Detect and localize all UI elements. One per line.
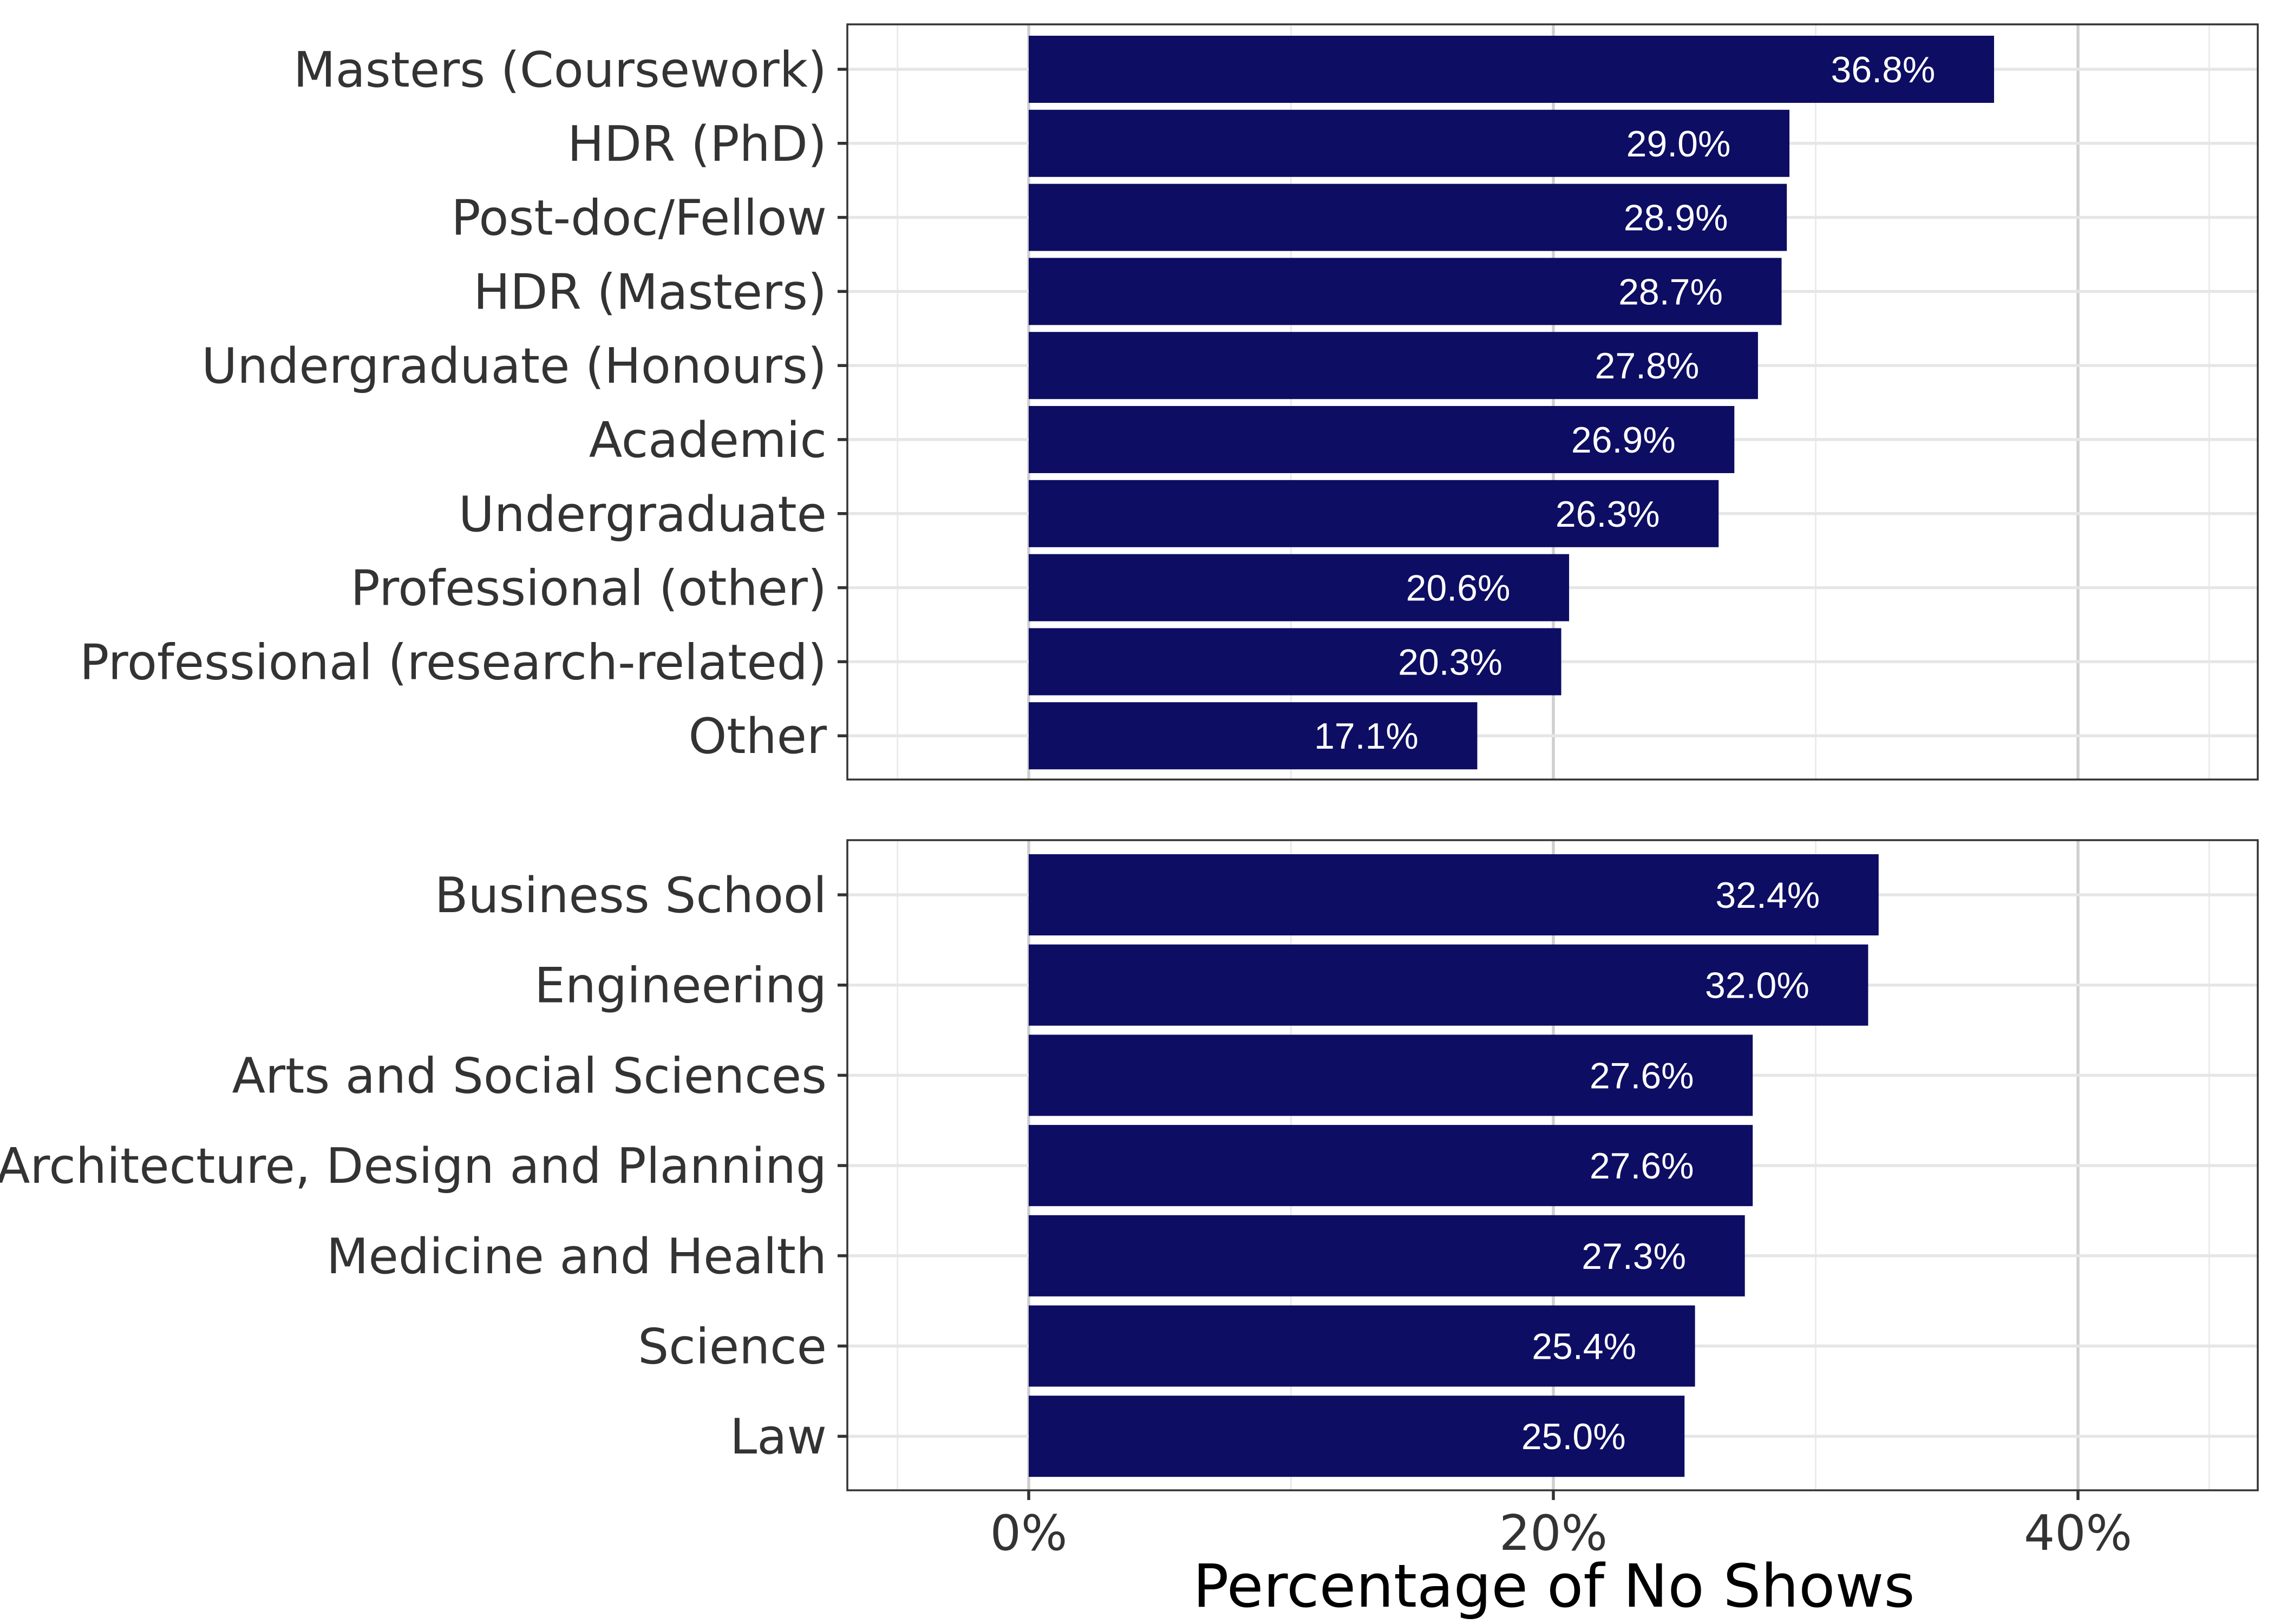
y-tick-label: Academic xyxy=(589,412,827,469)
data-label: 36.8% xyxy=(1831,49,1936,90)
data-label: 17.1% xyxy=(1314,716,1419,757)
y-tick-label: Masters (Coursework) xyxy=(293,42,827,99)
panel-faculty: 32.4% Business School 32.0% Engineering 27.6… xyxy=(0,839,2259,1491)
data-label: 20.6% xyxy=(1406,568,1511,609)
data-label: 25.0% xyxy=(1521,1416,1626,1457)
bar xyxy=(1029,258,1782,325)
bar xyxy=(1029,109,1790,177)
bar xyxy=(1029,1215,1745,1296)
y-tick-label: Science xyxy=(638,1319,827,1376)
y-tick-label: HDR (Masters) xyxy=(473,264,827,320)
y-tick-label: Professional (other) xyxy=(351,560,827,617)
bar xyxy=(1029,944,1868,1026)
bar xyxy=(1029,36,1994,103)
panel-role: 36.8% Masters (Coursework) 29.0% HDR (PhD) 2… xyxy=(80,23,2259,781)
data-label: 27.6% xyxy=(1590,1145,1694,1187)
bar xyxy=(1029,628,1561,696)
y-tick-label: Post-doc/Fellow xyxy=(451,190,827,247)
bar xyxy=(1029,1396,1685,1477)
data-label: 28.9% xyxy=(1624,198,1728,239)
data-label: 26.3% xyxy=(1556,494,1660,535)
data-label: 26.9% xyxy=(1571,420,1676,461)
data-label: 27.3% xyxy=(1582,1236,1686,1277)
bar xyxy=(1029,1034,1753,1116)
data-label: 32.0% xyxy=(1705,965,1809,1006)
y-tick-label: HDR (PhD) xyxy=(567,116,827,173)
x-tick-label: 20% xyxy=(1499,1505,1608,1562)
x-tick-label: 40% xyxy=(2024,1505,2132,1562)
bar xyxy=(1029,184,1787,251)
data-label: 25.4% xyxy=(1532,1326,1636,1367)
y-tick-label: Medicine and Health xyxy=(326,1228,827,1285)
data-label: 32.4% xyxy=(1715,875,1820,916)
y-tick-label: Other xyxy=(688,708,827,765)
y-tick-label: Engineering xyxy=(534,958,827,1014)
data-label: 27.6% xyxy=(1590,1055,1694,1096)
x-axis-title: Percentage of No Shows xyxy=(1193,1551,1914,1621)
y-tick-label: Business School xyxy=(435,867,827,924)
bar xyxy=(1029,702,1478,770)
panel-border xyxy=(846,23,2259,781)
y-tick-label: Arts and Social Sciences xyxy=(232,1047,827,1104)
y-tick-label: Law xyxy=(730,1409,827,1465)
bar xyxy=(1029,1305,1695,1387)
x-tick-label: 0% xyxy=(990,1505,1068,1562)
data-label: 20.3% xyxy=(1398,641,1502,683)
bar xyxy=(1029,854,1879,935)
bar xyxy=(1029,406,1735,473)
y-tick-label: Architecture, Design and Planning xyxy=(0,1138,827,1195)
bar xyxy=(1029,1125,1753,1207)
data-label: 27.8% xyxy=(1595,345,1700,387)
data-label: 29.0% xyxy=(1626,123,1731,165)
x-axis: 0% 20% 40% xyxy=(990,1490,2132,1562)
y-tick-label: Undergraduate xyxy=(459,486,827,543)
y-tick-label: Undergraduate (Honours) xyxy=(201,338,827,395)
bar xyxy=(1029,480,1719,547)
bar xyxy=(1029,554,1570,621)
y-tick-label: Professional (research-related) xyxy=(80,634,827,691)
bar xyxy=(1029,332,1758,400)
data-label: 28.7% xyxy=(1618,271,1723,312)
